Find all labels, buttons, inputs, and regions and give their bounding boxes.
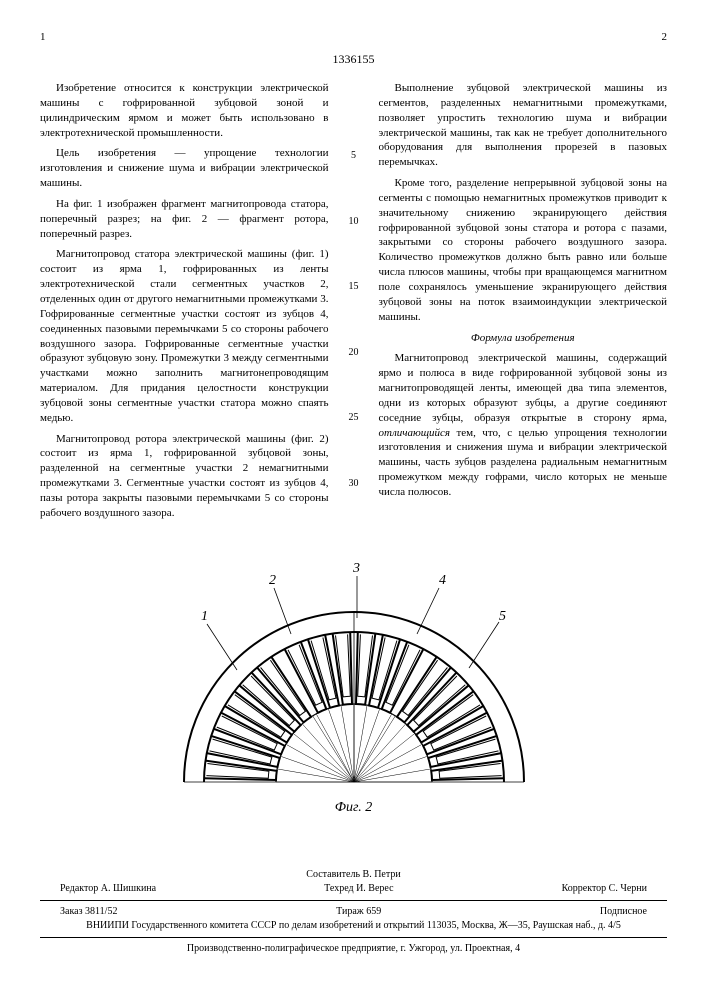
para: На фиг. 1 изображен фрагмент магнитопров…	[40, 197, 329, 242]
left-column: Изобретение относится к конструкции элек…	[40, 81, 329, 542]
claim-em: отличающийся	[379, 427, 451, 439]
line-mark: 10	[347, 215, 361, 229]
para: Магнитопровод ротора электрической машин…	[40, 432, 329, 521]
line-mark: 5	[347, 149, 361, 163]
para: Магнитопровод статора электрической маши…	[40, 247, 329, 425]
footer-org: ВНИИПИ Государственного комитета СССР по…	[40, 919, 667, 933]
fig-label-4: 4	[439, 573, 446, 588]
footer-corrector: Корректор С. Черни	[562, 882, 647, 896]
fig-label-3: 3	[352, 561, 360, 576]
line-number-gutter: 5 10 15 20 25 30	[347, 81, 361, 542]
imprint-footer: Составитель В. Петри Редактор А. Шишкина…	[40, 868, 667, 956]
footer-sub: Подписное	[600, 905, 647, 919]
footer-tech: Техред И. Верес	[324, 882, 393, 896]
footer-author: Составитель В. Петри	[40, 868, 667, 882]
two-column-body: Изобретение относится к конструкции элек…	[40, 81, 667, 542]
fig-label-5: 5	[499, 609, 506, 624]
para: Изобретение относится к конструкции элек…	[40, 81, 329, 140]
para: Цель изобретения — упрощение технологии …	[40, 146, 329, 191]
line-mark: 15	[347, 280, 361, 294]
footer-order: Заказ 3811/52	[60, 905, 117, 919]
line-mark: 20	[347, 346, 361, 360]
fig-label-2: 2	[269, 573, 276, 588]
claim-text-head: Магнитопровод электрической машины, соде…	[379, 352, 668, 423]
line-mark: 25	[347, 411, 361, 425]
page-number-row: 1 2	[40, 30, 667, 45]
para: Кроме того, разделение непрерывной зубцо…	[379, 176, 668, 324]
figure-caption: Фиг. 2	[40, 799, 667, 818]
page-right: 2	[662, 30, 668, 45]
para: Магнитопровод электрической машины, соде…	[379, 351, 668, 499]
document-number: 1336155	[40, 51, 667, 67]
formula-title: Формула изобретения	[379, 331, 668, 346]
line-mark: 30	[347, 477, 361, 491]
figure-2: 1 2 3 4 5 Фиг. 2	[40, 560, 667, 818]
page-left: 1	[40, 30, 46, 45]
footer-tirazh: Тираж 659	[336, 905, 381, 919]
fig-label-1: 1	[201, 609, 208, 624]
right-column: Выполнение зубцовой электрической машины…	[379, 81, 668, 542]
figure-labels: 1 2 3 4 5	[201, 561, 506, 670]
para: Выполнение зубцовой электрической машины…	[379, 81, 668, 170]
rotor-diagram: 1 2 3 4 5	[139, 560, 569, 790]
footer-editor: Редактор А. Шишкина	[60, 882, 156, 896]
footer-print: Производственно-полиграфическое предприя…	[40, 942, 667, 956]
